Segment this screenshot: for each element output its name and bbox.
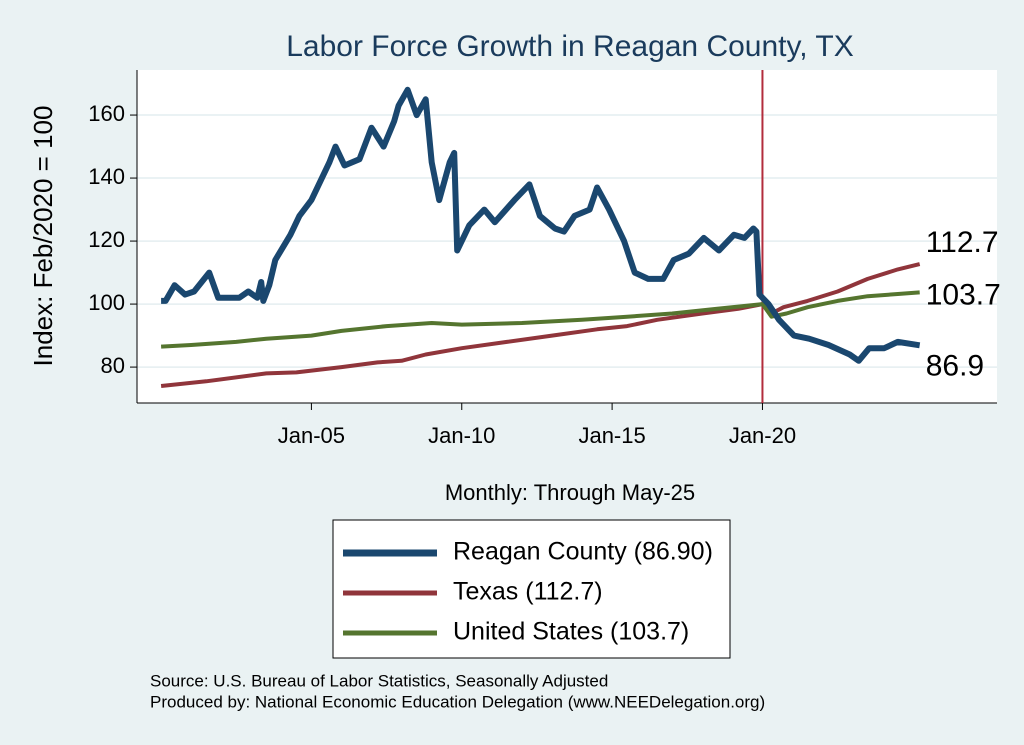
y-tick-label: 100	[88, 290, 125, 315]
x-tick-label: Jan-10	[428, 423, 495, 448]
end-label: 112.7	[926, 226, 999, 259]
y-tick-label: 160	[88, 101, 125, 126]
legend-label: United States (103.7)	[453, 618, 689, 646]
x-axis-title: Monthly: Through May-25	[445, 480, 695, 505]
y-tick-label: 140	[88, 164, 125, 189]
legend-label: Reagan County (86.90)	[453, 538, 713, 566]
x-tick-label: Jan-20	[729, 423, 796, 448]
x-tick-label: Jan-15	[578, 423, 645, 448]
chart-title: Labor Force Growth in Reagan County, TX	[286, 30, 854, 63]
series-line	[160, 290, 920, 349]
source-note: Source: U.S. Bureau of Labor Statistics,…	[150, 671, 608, 690]
legend-label: Texas (112.7)	[453, 578, 603, 606]
end-label: 86.9	[926, 349, 984, 382]
series-line	[160, 262, 921, 388]
series-line	[161, 86, 921, 364]
y-axis-title: Index: Feb/2020 = 100	[28, 106, 58, 367]
end-label: 103.7	[926, 278, 1001, 311]
source-note: Produced by: National Economic Education…	[150, 692, 765, 711]
x-tick-label: Jan-05	[278, 423, 345, 448]
plot-area	[137, 70, 997, 403]
y-tick-label: 80	[101, 353, 125, 378]
y-tick-label: 120	[88, 227, 125, 252]
